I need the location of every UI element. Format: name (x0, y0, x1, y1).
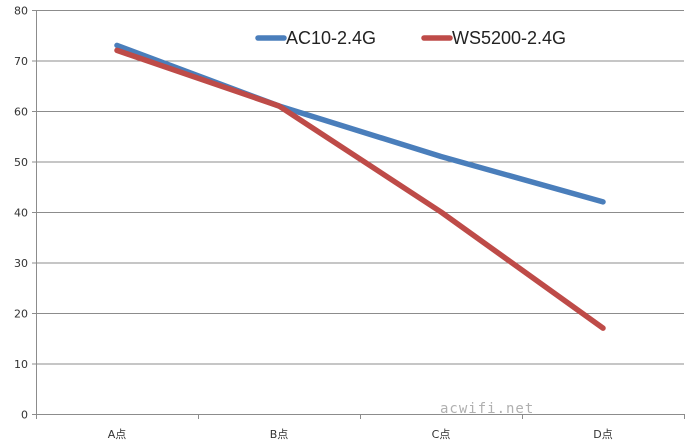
legend-label-2: WS5200-2.4G (452, 28, 566, 48)
y-tick-label: 80 (14, 5, 28, 18)
y-tick-label: 0 (21, 409, 28, 422)
y-tick-label: 20 (14, 308, 28, 321)
x-tick-label: A点 (108, 428, 127, 441)
series-line-2 (114, 47, 606, 331)
x-tick-label: B点 (270, 428, 289, 441)
y-tick-label: 40 (14, 207, 28, 220)
watermark-text: acwifi.net (440, 401, 534, 417)
x-tick-label: C点 (432, 428, 451, 441)
x-tick-labels: A点 B点 C点 D点 (108, 428, 613, 441)
y-tick-labels: 0 10 20 30 40 50 60 70 80 (14, 5, 28, 422)
y-tick-label: 60 (14, 106, 28, 119)
legend-label-1: AC10-2.4G (286, 28, 376, 48)
legend: AC10-2.4G WS5200-2.4G (255, 28, 566, 48)
y-tick-label: 30 (14, 257, 28, 270)
axes (32, 10, 685, 419)
x-tick-label: D点 (593, 428, 612, 441)
y-tick-label: 50 (14, 156, 28, 169)
y-tick-label: 70 (14, 55, 28, 68)
series-lines (114, 42, 606, 331)
y-tick-label: 10 (14, 358, 28, 371)
